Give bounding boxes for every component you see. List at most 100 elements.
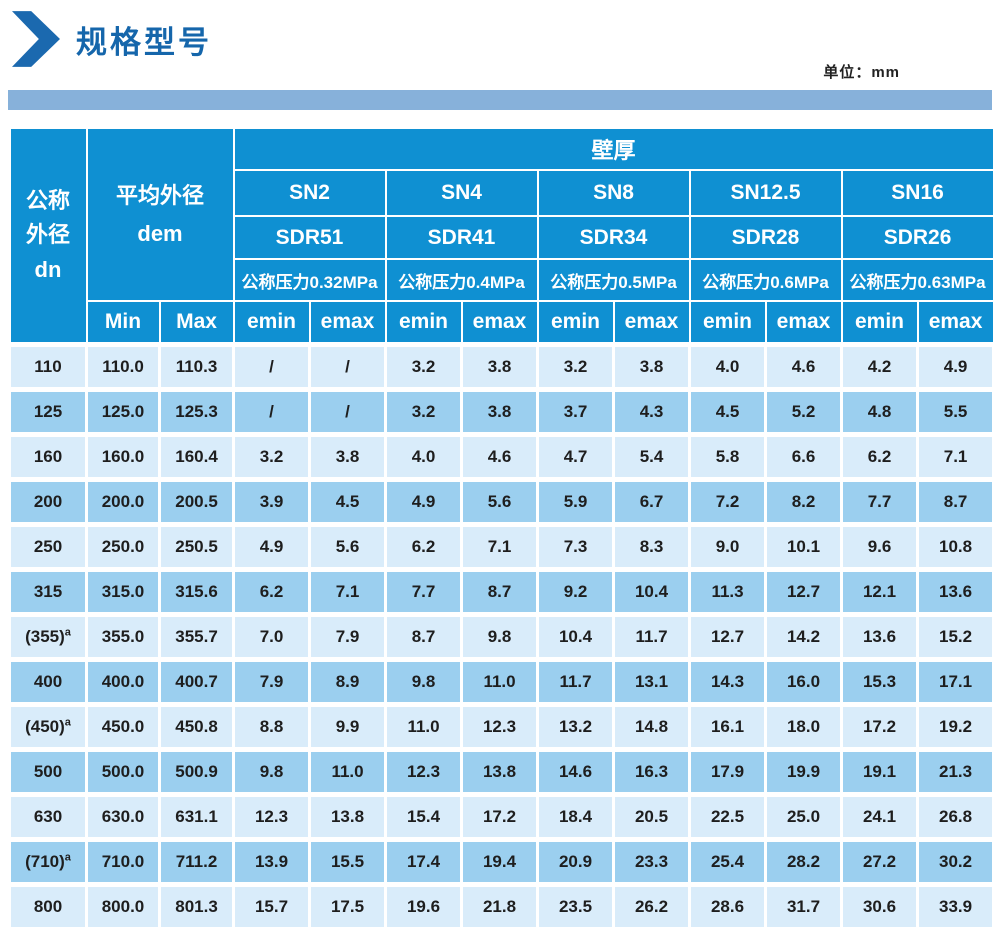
dn-cell: 200 xyxy=(8,477,88,527)
col-header-sdr34: SDR34 xyxy=(536,215,691,260)
value-cell: 12.3 xyxy=(384,747,464,797)
dn-header-line: dn xyxy=(34,256,62,282)
value-cell: 800.0 xyxy=(85,882,161,932)
table-row: 250 250.0 250.5 4.9 5.6 6.2 7.1 7.3 8.3 9.0 10.1 9.… xyxy=(8,522,996,572)
value-cell: 631.1 xyxy=(157,792,236,842)
value-cell: 3.8 xyxy=(308,432,388,482)
value-cell: 110.0 xyxy=(85,342,161,392)
value-cell: 6.7 xyxy=(612,477,692,527)
value-cell: 4.5 xyxy=(308,477,388,527)
value-cell: 4.7 xyxy=(536,432,616,482)
sub-header-emin: emin xyxy=(232,300,311,346)
dn-cell: 800 xyxy=(8,882,88,932)
col-header-pressure: 公称压力0.32MPa xyxy=(232,258,387,302)
table-row: 800 800.0 801.3 15.7 17.5 19.6 21.8 23.5 26.2 28.… xyxy=(8,882,996,932)
value-cell: 9.6 xyxy=(840,522,920,572)
value-cell: 7.7 xyxy=(384,567,464,617)
value-cell: 16.3 xyxy=(612,747,692,797)
value-cell: 6.2 xyxy=(840,432,920,482)
value-cell: 18.4 xyxy=(536,792,616,842)
value-cell: 801.3 xyxy=(157,882,236,932)
value-cell: 7.1 xyxy=(308,567,388,617)
col-header-pressure: 公称压力0.4MPa xyxy=(384,258,539,302)
value-cell: 20.9 xyxy=(536,837,616,887)
dn-cell: 250 xyxy=(8,522,88,572)
value-cell: 23.5 xyxy=(536,882,616,932)
value-cell: 5.4 xyxy=(612,432,692,482)
value-cell: 4.9 xyxy=(384,477,464,527)
value-cell: 26.8 xyxy=(916,792,996,842)
table-body: 110 110.0 110.3//3.2 3.8 3.2 3.8 4.0 4.6 4.2 4.9 1… xyxy=(8,342,996,932)
value-cell: 26.2 xyxy=(612,882,692,932)
value-cell: 20.5 xyxy=(612,792,692,842)
value-cell: 18.0 xyxy=(764,702,844,752)
sub-header-emin: emin xyxy=(840,300,919,346)
value-cell: / xyxy=(232,342,312,392)
value-cell: 4.0 xyxy=(688,342,768,392)
value-cell: 11.3 xyxy=(688,567,768,617)
value-cell: 33.9 xyxy=(916,882,996,932)
value-cell: 23.3 xyxy=(612,837,692,887)
value-cell: 7.9 xyxy=(232,657,312,707)
col-header-sdr26: SDR26 xyxy=(840,215,995,260)
value-cell: / xyxy=(308,387,388,437)
value-cell: 12.7 xyxy=(688,612,768,662)
value-cell: 250.5 xyxy=(157,522,236,572)
value-cell: 9.0 xyxy=(688,522,768,572)
value-cell: 4.9 xyxy=(232,522,312,572)
dn-cell: 110 xyxy=(8,342,88,392)
value-cell: 14.3 xyxy=(688,657,768,707)
value-cell: 450.0 xyxy=(85,702,161,752)
page-title: 规格型号 xyxy=(76,24,212,60)
value-cell: 13.6 xyxy=(916,567,996,617)
dn-header-line: 公称 xyxy=(25,188,70,214)
value-cell: 450.8 xyxy=(157,702,236,752)
value-cell: 10.1 xyxy=(764,522,844,572)
chevron-right-icon xyxy=(12,10,60,68)
value-cell: 30.2 xyxy=(916,837,996,887)
page-header: 规格型号 xyxy=(12,10,212,68)
value-cell: 10.4 xyxy=(536,612,616,662)
dn-cell: 500 xyxy=(8,747,88,797)
sub-header-emax: emax xyxy=(916,300,995,346)
value-cell: 4.5 xyxy=(688,387,768,437)
value-cell: 16.0 xyxy=(764,657,844,707)
col-header-pressure: 公称压力0.5MPa xyxy=(536,258,691,302)
value-cell: 10.4 xyxy=(612,567,692,617)
value-cell: 125.0 xyxy=(85,387,161,437)
value-cell: 7.3 xyxy=(536,522,616,572)
value-cell: 14.6 xyxy=(536,747,616,797)
table-row: (710)a 710.0 711.2 13.9 15.5 17.4 19.4 20.9 23.3… xyxy=(8,837,996,887)
value-cell: 15.5 xyxy=(308,837,388,887)
col-header-sn8: SN8 xyxy=(536,169,691,217)
value-cell: 17.2 xyxy=(840,702,920,752)
value-cell: 17.9 xyxy=(688,747,768,797)
value-cell: 4.3 xyxy=(612,387,692,437)
value-cell: 160.4 xyxy=(157,432,236,482)
col-header-sn12-5: SN12.5 xyxy=(688,169,843,217)
value-cell: 5.9 xyxy=(536,477,616,527)
unit-label: 单位：mm xyxy=(823,64,900,81)
value-cell: 3.2 xyxy=(232,432,312,482)
value-cell: 25.0 xyxy=(764,792,844,842)
value-cell: 6.2 xyxy=(384,522,464,572)
table-row: 160 160.0 160.4 3.2 3.8 4.0 4.6 4.7 5.4 5.8 6.6 6.2… xyxy=(8,432,996,482)
value-cell: 14.8 xyxy=(612,702,692,752)
dn-cell: 400 xyxy=(8,657,88,707)
value-cell: 30.6 xyxy=(840,882,920,932)
divider-bar xyxy=(8,90,992,110)
col-header-sdr28: SDR28 xyxy=(688,215,843,260)
value-cell: 711.2 xyxy=(157,837,236,887)
value-cell: 17.4 xyxy=(384,837,464,887)
value-cell: 400.7 xyxy=(157,657,236,707)
sub-header-emin: emin xyxy=(384,300,463,346)
value-cell: 7.9 xyxy=(308,612,388,662)
value-cell: 250.0 xyxy=(85,522,161,572)
col-header-sdr51: SDR51 xyxy=(232,215,387,260)
value-cell: 10.8 xyxy=(916,522,996,572)
value-cell: 500.0 xyxy=(85,747,161,797)
value-cell: 3.8 xyxy=(460,387,540,437)
value-cell: 15.7 xyxy=(232,882,312,932)
value-cell: 200.0 xyxy=(85,477,161,527)
